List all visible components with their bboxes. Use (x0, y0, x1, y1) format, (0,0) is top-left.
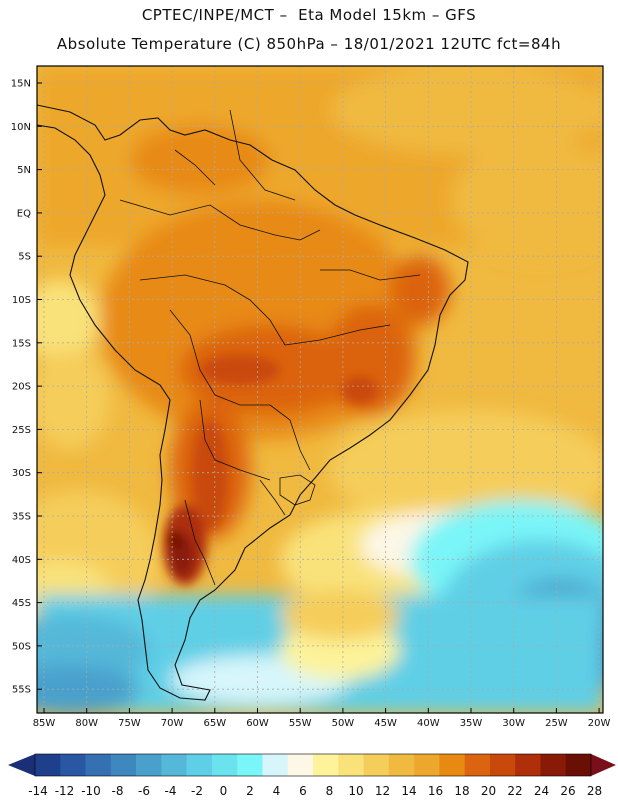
lon-label: 80W (75, 718, 98, 729)
colorbar-segment (388, 754, 415, 776)
south-america-coastline (36, 104, 469, 701)
lat-label: 30S (12, 468, 31, 479)
lon-label: 45W (374, 718, 397, 729)
colorbar-segment (237, 754, 263, 776)
lat-label: 10S (12, 295, 31, 306)
colorbar-label: 26 (560, 784, 575, 798)
colorbar-segment (136, 754, 162, 776)
latitude-labels: 15N 10N 5N EQ 5S 10S 15S 20S 25S 30S 35S 40S 45S 50S 5… (11, 79, 42, 696)
colorbar-segment (439, 754, 465, 776)
colorbar-label: -12 (55, 784, 75, 798)
colorbar-label: 6 (299, 784, 307, 798)
map-frame (36, 65, 604, 714)
lat-label: 5N (17, 165, 31, 176)
lon-label: 65W (203, 718, 226, 729)
colorbar-label: 8 (326, 784, 334, 798)
colorbar-right-arrow (591, 754, 616, 776)
temperature-field (37, 66, 603, 713)
colorbar-segment (60, 754, 86, 776)
lon-label: 60W (246, 718, 269, 729)
colorbar-label: 28 (587, 784, 602, 798)
colorbar-label: -10 (81, 784, 101, 798)
lat-label: 55S (12, 685, 31, 696)
colorbar-label: -4 (165, 784, 177, 798)
colorbar-segment (313, 754, 339, 776)
colorbar-label: 4 (273, 784, 281, 798)
title-line1: CPTEC/INPE/MCT – Eta Model 15km – GFS (141, 6, 477, 24)
colorbar-label: 12 (375, 784, 390, 798)
colorbar-segment (262, 754, 289, 776)
lon-label: 20W (588, 718, 611, 729)
colorbar-segment (489, 754, 516, 776)
colorbar-label: 20 (481, 784, 496, 798)
country-borders (119, 109, 421, 586)
lat-lon-grid (37, 66, 603, 713)
colorbar-label: -8 (112, 784, 124, 798)
lat-label: 15N (11, 79, 31, 90)
lat-label: 45S (12, 598, 31, 609)
colorbar-segment (540, 754, 567, 776)
lon-label: 50W (332, 718, 355, 729)
lon-label: 25W (545, 718, 568, 729)
lat-label: 50S (12, 641, 31, 652)
lon-label: 70W (161, 718, 184, 729)
colorbar-segment (287, 754, 314, 776)
colorbar-label: 0 (220, 784, 228, 798)
colorbar-segment (35, 754, 61, 776)
colorbar-label: 14 (401, 784, 416, 798)
colorbar-segment (414, 754, 440, 776)
lat-label: 15S (12, 338, 31, 349)
colorbar-label: -14 (28, 784, 48, 798)
lat-label: 25S (12, 425, 31, 436)
lat-label: 35S (12, 512, 31, 523)
colorbar-segment (338, 754, 364, 776)
lat-label: 40S (12, 555, 31, 566)
lon-label: 40W (417, 718, 440, 729)
lon-label: 55W (289, 718, 312, 729)
lat-label: 20S (12, 382, 31, 393)
colorbar-segment (110, 754, 137, 776)
lon-label: 30W (502, 718, 525, 729)
colorbar-segment (85, 754, 112, 776)
colorbar-segment (211, 754, 238, 776)
colorbar-segment (186, 754, 213, 776)
colorbar-label: 24 (534, 784, 549, 798)
colorbar-left-arrow (8, 754, 35, 776)
colorbar-label: 10 (348, 784, 363, 798)
colorbar-segment (515, 754, 541, 776)
colorbar-label: 22 (507, 784, 522, 798)
colorbar: -14 -12 -10 -8 -6 -4 -2 0 2 4 6 8 10 12 14 16 18 20 22 24 26… (8, 753, 616, 798)
colorbar-label: -6 (138, 784, 150, 798)
lat-label: 10N (11, 122, 31, 133)
colorbar-segment (363, 754, 390, 776)
colorbar-segment (161, 754, 187, 776)
lon-label: 85W (33, 718, 56, 729)
colorbar-label: 18 (454, 784, 469, 798)
colorbar-label: -2 (191, 784, 203, 798)
longitude-labels: 85W 80W 75W 70W 65W 60W 55W 50W 45W 40W 35W 30W 25W 2… (33, 708, 611, 729)
colorbar-label: 2 (246, 784, 254, 798)
lon-label: 75W (118, 718, 141, 729)
lat-label: EQ (17, 208, 31, 219)
colorbar-segment (464, 754, 491, 776)
colorbar-segment (565, 754, 592, 776)
lon-label: 35W (460, 718, 483, 729)
title-line2: Absolute Temperature (C) 850hPa – 18/01/… (56, 35, 562, 53)
lat-label: 5S (18, 252, 31, 263)
colorbar-label: 16 (428, 784, 443, 798)
